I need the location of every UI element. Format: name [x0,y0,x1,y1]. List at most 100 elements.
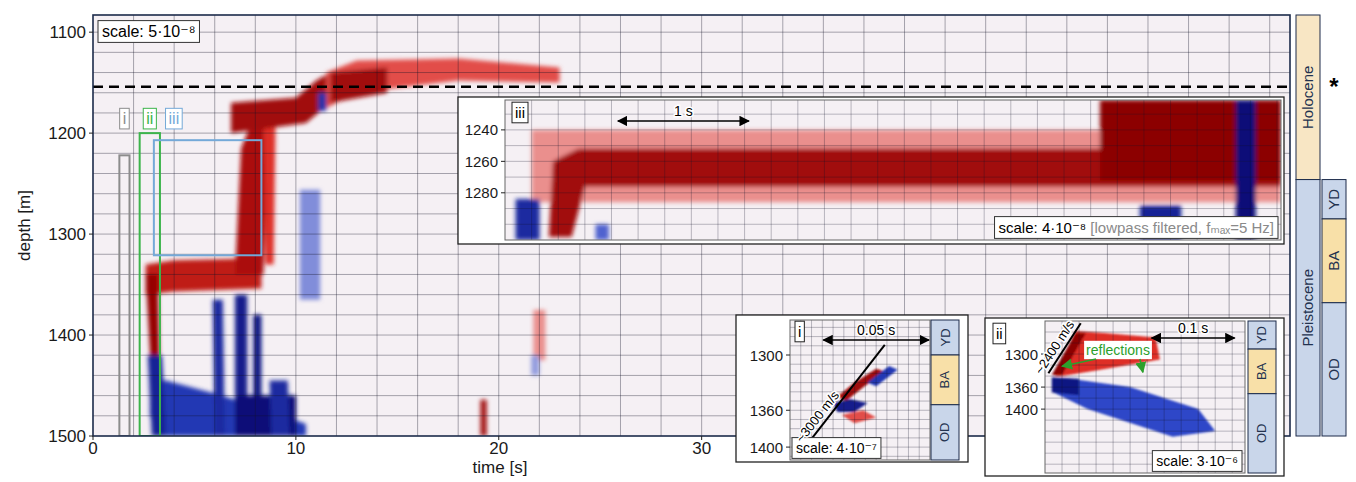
window-label-box [120,108,130,129]
strain-region [596,224,609,240]
grid-line [93,274,1290,275]
grid-line [904,100,905,240]
strat-unit [931,320,959,355]
strat-unit [1248,321,1276,349]
plot-frame [790,320,930,460]
grid-line [1045,365,1245,366]
y-tick-label: 1260 [465,153,498,170]
figure: iiiiii110012001300140015000102030time [s… [0,0,1356,482]
grid-line [1045,431,1245,432]
plot-background [505,100,1281,240]
scale-box [1152,451,1242,472]
grid-line [505,129,1281,130]
strat-unit [1296,15,1320,180]
strat-unit-label: Holocene [1300,66,1317,129]
strat-unit [1296,180,1320,436]
time-scale-bar [618,120,749,122]
y-tick [786,447,790,448]
grid-line [1079,321,1080,473]
grid-line [93,52,1290,53]
y-tick [1041,387,1045,388]
strat-unit-label: BA [938,371,953,389]
inset-box [985,318,1284,476]
strat-unit-label: OD [1255,424,1270,444]
grid-line [93,254,1290,255]
grid-line [505,145,1281,146]
strat-unit-label: Pleistocene [1300,269,1317,347]
grid-line [790,391,930,392]
grid-line [133,15,134,436]
strain-region [300,190,320,300]
strain-region [150,381,306,437]
grid-line [790,373,930,374]
grid-line [984,100,985,240]
strain-region [516,199,540,240]
scale-text: scale: 4·10⁻⁸ [lowpass filtered, fₘₐₓ=5 … [999,219,1274,236]
strain-region [235,123,268,275]
y-tick [89,436,93,437]
annotation-arrow [1062,359,1096,366]
strat-unit-label: BA [1326,251,1343,271]
grid-line [930,100,931,240]
grid-line [93,294,1290,295]
inset-panel: 130013601400YDBAODscale: 3·10⁻⁶ii0.1 s~2… [985,317,1284,476]
grid-line [93,32,1290,33]
strat-unit [931,405,959,460]
y-tick [501,192,505,193]
grid-line [1045,409,1245,410]
plot-area [1045,321,1245,473]
grid-line [93,92,1290,93]
inset-box [458,97,1284,244]
y-tick [501,129,505,130]
inset-label-box [512,102,528,123]
y-tick-label: 1300 [48,225,86,244]
grid-line [790,345,930,346]
inset-label: ii [996,325,1003,342]
x-tick-label: 10 [286,439,305,458]
filter-note: [lowpass filtered, fₘₐₓ=5 Hz] [1086,219,1274,236]
plot-background [790,320,930,460]
scale-box [98,21,199,43]
scale-text: scale: 5·10⁻⁸ [102,23,195,40]
y-tick-label: 1300 [750,347,783,364]
plot-area [505,100,1281,240]
velocity-label: ~3000 m/s [793,388,843,446]
x-tick-label: 20 [489,439,508,458]
grid-line [957,100,958,240]
strat-unit [1248,349,1276,394]
y-tick-label: 1500 [48,427,86,446]
window-label-box [143,108,156,129]
y-tick-label: 1100 [49,23,86,42]
grid-line [790,410,930,411]
strain-region [868,366,898,386]
annotation-patch [1084,341,1152,359]
window-label: ii [146,110,153,127]
strain-field [516,100,1281,240]
grid-line [824,100,825,240]
y-tick [501,161,505,162]
window-box [154,140,262,255]
strain-region [270,381,290,437]
strain-region [1052,377,1079,395]
strat-unit [1322,219,1346,303]
grid-line [797,100,798,240]
time-scale-bar [823,339,929,341]
grid-line [919,320,920,460]
y-tick-label: 1200 [48,124,86,143]
strain-region [318,93,326,111]
plot-frame [1045,321,1245,473]
grid-line [611,100,612,240]
strat-unit-label: YD [1255,326,1270,344]
grid-line [584,100,585,240]
strat-unit [1322,180,1346,219]
y-tick-label: 1360 [1005,379,1038,396]
y-tick [89,32,93,33]
window-label: iii [169,110,180,127]
inset-label-box [993,323,1006,344]
grid-line [1045,398,1245,399]
grid-line [505,161,1281,162]
y-tick-label: 1400 [1005,401,1038,418]
y-tick-label: 1280 [465,184,498,201]
grid-line [174,15,175,436]
grid-line [255,15,256,436]
